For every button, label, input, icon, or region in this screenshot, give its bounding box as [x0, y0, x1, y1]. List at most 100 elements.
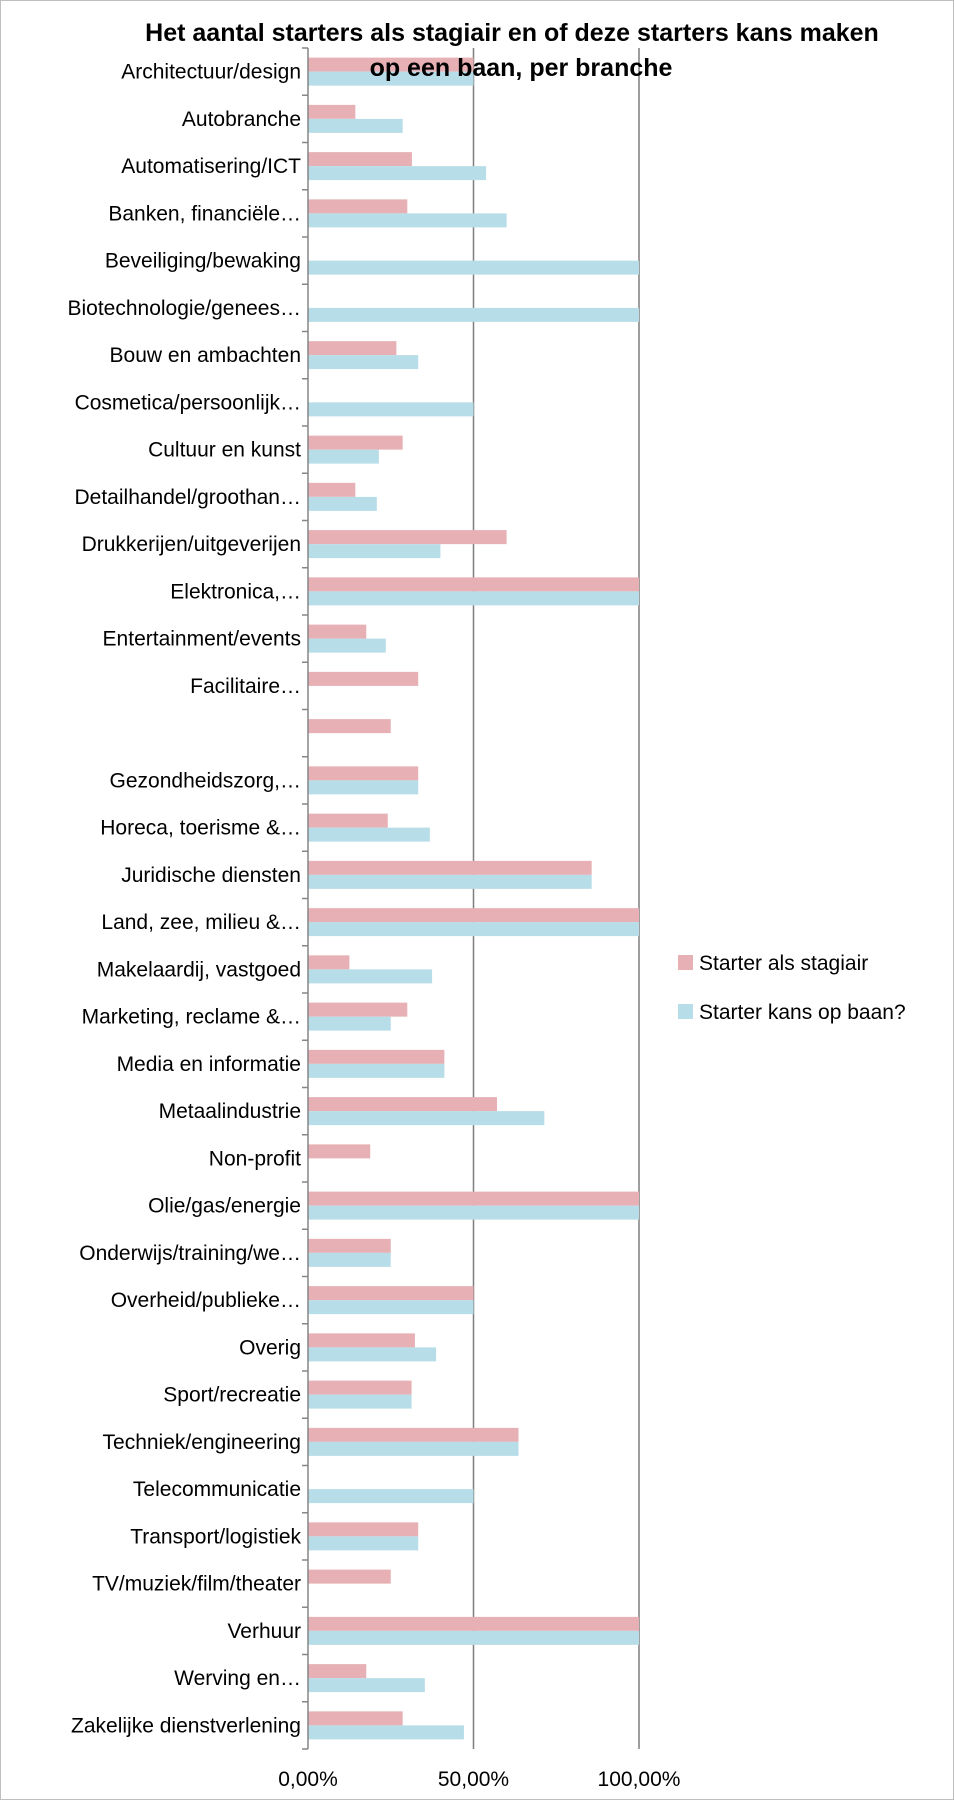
category-label-6: Bouw en ambachten — [110, 344, 301, 367]
bar-kans-0 — [308, 71, 474, 86]
bar-stagiair-12 — [308, 624, 367, 639]
category-label-19: Makelaardij, vastgoed — [97, 958, 301, 981]
bar-stagiair-13 — [308, 671, 419, 686]
category-label-26: Overheid/publieke… — [111, 1289, 301, 1312]
bar-stagiair-19 — [308, 955, 350, 970]
bar-stagiair-21 — [308, 1049, 445, 1064]
bar-kans-1 — [308, 118, 403, 133]
bar-kans-20 — [308, 1016, 391, 1031]
category-label-27: Overig — [239, 1336, 301, 1359]
gridlines — [472, 48, 640, 1749]
bar-stagiair-35 — [308, 1711, 403, 1726]
bar-stagiair-6 — [308, 341, 397, 356]
category-label-5: Biotechnologie/genees… — [67, 297, 301, 320]
bar-stagiair-31 — [308, 1522, 419, 1537]
category-label-17: Juridische diensten — [121, 864, 301, 887]
bar-stagiair-18 — [308, 908, 639, 923]
bar-kans-26 — [308, 1300, 474, 1315]
bar-stagiair-10 — [308, 530, 507, 545]
bar-stagiair-33 — [308, 1616, 639, 1631]
bar-kans-4 — [308, 260, 639, 275]
bar-kans-29 — [308, 1441, 519, 1456]
bar-kans-10 — [308, 544, 441, 559]
category-label-25: Onderwijs/training/we… — [79, 1242, 301, 1265]
category-label-8: Cultuur en kunst — [148, 439, 301, 462]
bar-stagiair-3 — [308, 199, 408, 214]
category-label-9: Detailhandel/groothan… — [75, 486, 302, 509]
bar-kans-22 — [308, 1111, 545, 1126]
bar-stagiair-20 — [308, 1002, 408, 1017]
bar-kans-28 — [308, 1394, 412, 1409]
bar-kans-7 — [308, 402, 474, 417]
category-label-4: Beveiliging/bewaking — [105, 250, 301, 273]
bar-kans-31 — [308, 1536, 419, 1551]
category-label-11: Elektronica,… — [170, 580, 301, 603]
y-axis — [302, 47, 309, 1750]
x-tick-label-2: 100,00% — [598, 1768, 681, 1791]
bar-stagiair-23 — [308, 1144, 371, 1159]
category-label-12: Entertainment/events — [103, 628, 301, 651]
legend-label-0: Starter als stagiair — [699, 952, 868, 975]
bar-stagiair-17 — [308, 860, 592, 875]
bar-stagiair-22 — [308, 1097, 498, 1112]
bar-stagiair-14 — [308, 719, 391, 734]
bar-stagiair-32 — [308, 1569, 391, 1584]
bar-stagiair-25 — [308, 1238, 391, 1253]
bar-stagiair-9 — [308, 482, 356, 497]
category-label-30: Telecommunicatie — [133, 1478, 301, 1501]
bar-kans-17 — [308, 874, 592, 889]
category-label-24: Olie/gas/energie — [148, 1195, 301, 1218]
category-label-10: Drukkerijen/uitgeverijen — [82, 533, 301, 556]
legend-swatch-0 — [678, 955, 693, 970]
category-label-32: TV/muziek/film/theater — [92, 1573, 301, 1596]
category-label-16: Horeca, toerisme &… — [100, 817, 301, 840]
category-label-1: Autobranche — [182, 108, 301, 131]
bar-stagiair-16 — [308, 813, 388, 828]
bar-stagiair-1 — [308, 104, 356, 119]
bar-stagiair-29 — [308, 1427, 519, 1442]
legend-swatch-1 — [678, 1004, 693, 1019]
bar-stagiair-2 — [308, 152, 412, 167]
category-label-22: Metaalindustrie — [159, 1100, 301, 1123]
category-label-0: Architectuur/design — [121, 61, 301, 84]
bar-kans-12 — [308, 638, 386, 653]
category-label-21: Media en informatie — [117, 1053, 301, 1076]
bar-kans-11 — [308, 591, 639, 606]
bar-kans-6 — [308, 355, 419, 370]
x-tick-label-0: 0,00% — [278, 1768, 338, 1791]
chart-title-line-1: Het aantal starters als stagiair en of d… — [145, 19, 879, 47]
category-label-28: Sport/recreatie — [163, 1384, 301, 1407]
bar-kans-3 — [308, 213, 507, 228]
category-label-15: Gezondheidszorg,… — [110, 769, 301, 792]
bar-kans-25 — [308, 1252, 391, 1267]
category-label-20: Marketing, reclame &… — [82, 1006, 301, 1029]
legend-label-1: Starter kans op baan? — [699, 1001, 906, 1024]
bar-stagiair-15 — [308, 766, 419, 781]
category-labels: Architectuur/design Autobranche Automatise… — [67, 61, 301, 1738]
category-label-2: Automatisering/ICT — [121, 155, 301, 178]
bar-stagiair-24 — [308, 1191, 639, 1206]
category-label-31: Transport/logistiek — [130, 1525, 301, 1548]
bar-kans-2 — [308, 166, 487, 181]
category-label-35: Zakelijke dienstverlening — [71, 1714, 301, 1737]
x-tick-label-1: 50,00% — [438, 1768, 509, 1791]
chart-title: Het aantal starters als stagiair en of d… — [145, 19, 879, 82]
category-label-3: Banken, financiële… — [108, 202, 301, 225]
category-label-7: Cosmetica/persoonlijk… — [75, 391, 301, 414]
category-label-23: Non-profit — [209, 1147, 301, 1170]
bar-stagiair-8 — [308, 435, 403, 450]
bar-kans-34 — [308, 1678, 425, 1693]
category-label-29: Techniek/engineering — [103, 1431, 301, 1454]
category-label-34: Werving en… — [174, 1667, 301, 1690]
chart-title-line-2: op een baan, per branche — [370, 54, 673, 82]
bar-kans-19 — [308, 969, 433, 984]
bar-kans-30 — [308, 1489, 474, 1504]
bar-kans-33 — [308, 1630, 639, 1645]
bar-stagiair-27 — [308, 1333, 415, 1348]
bars — [308, 57, 639, 1740]
bar-stagiair-0 — [308, 57, 474, 72]
category-label-13: Facilitaire… — [190, 675, 301, 698]
bar-kans-8 — [308, 449, 379, 464]
